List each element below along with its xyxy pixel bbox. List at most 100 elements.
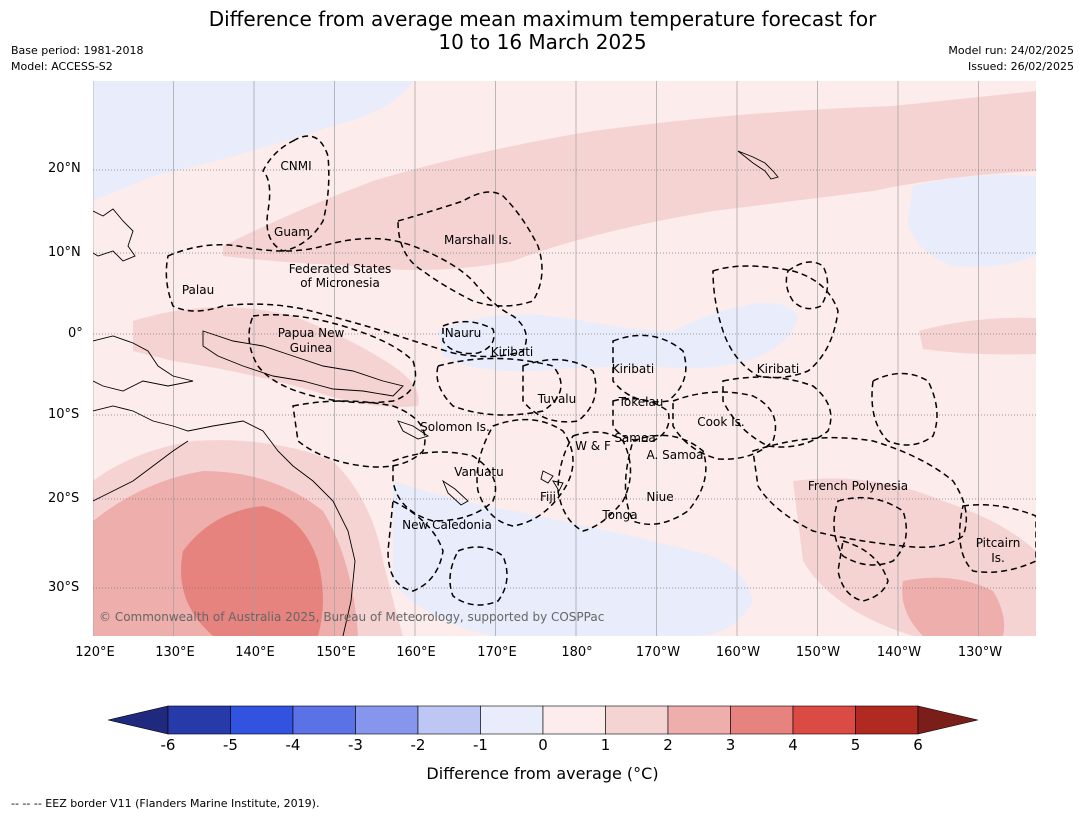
lon-label-160w: 160°W — [715, 645, 761, 660]
warm-band-png — [133, 307, 419, 407]
warm-band-east — [919, 317, 1036, 355]
lon-label-150w: 150°W — [795, 645, 841, 660]
colorbar-box — [542, 705, 606, 735]
title-line-1: Difference from average mean maximum tem… — [208, 7, 877, 31]
model-run: Model run: 24/02/2025 — [948, 44, 1074, 57]
lon-label-140w: 140°W — [876, 645, 922, 660]
colorbar-box — [292, 705, 356, 735]
colorbar-box — [792, 705, 856, 735]
label-pitcairn-line2: Is. — [991, 551, 1005, 565]
lon-label-130e: 130°E — [155, 645, 195, 660]
colorbar-tick-label: -1 — [473, 736, 488, 754]
colorbar-tick-label: -4 — [285, 736, 301, 754]
colorbar-label: Difference from average (°C) — [426, 764, 659, 783]
label-png-line1: Papua New — [278, 326, 345, 340]
label-kiribati-west: Kiribati — [491, 345, 533, 359]
label-nauru: Nauru — [445, 326, 481, 340]
colorbar-boxes — [167, 705, 919, 735]
lon-label-180: 180° — [561, 645, 593, 660]
meta-left: Base period: 1981-2018 Model: ACCESS-S2 — [11, 43, 143, 75]
label-fsm-line2: of Micronesia — [300, 276, 380, 290]
lon-label-170w: 170°W — [635, 645, 681, 660]
colorbar-tick-label: -3 — [348, 736, 363, 754]
colorbar-tick-label: 5 — [850, 736, 861, 754]
label-fiji: Fiji — [540, 490, 556, 504]
issued-date: Issued: 26/02/2025 — [967, 60, 1074, 73]
label-vanuatu: Vanuatu — [454, 465, 504, 479]
lon-label-170e: 170°E — [477, 645, 517, 660]
lon-label-160e: 160°E — [396, 645, 436, 660]
title-line-2: 10 to 16 March 2025 — [438, 30, 647, 54]
colorbar-under-triangle — [108, 705, 169, 735]
label-pitcairn-line1: Pitcairn — [976, 536, 1021, 550]
label-palau: Palau — [182, 283, 214, 297]
colorbar-box — [667, 705, 731, 735]
warm-band-north — [223, 91, 1036, 270]
colorbar — [108, 705, 978, 735]
lon-label-140e: 140°E — [235, 645, 275, 660]
lon-label-150e: 150°E — [316, 645, 356, 660]
longitude-grid — [93, 81, 979, 636]
lat-label-equator: 0° — [68, 326, 83, 341]
label-niue: Niue — [646, 490, 673, 504]
label-kiribati-east: Kiribati — [757, 362, 799, 376]
colorbar-tick-label: 2 — [663, 736, 673, 754]
colorbar-tick-label: 1 — [600, 736, 611, 754]
eez-borders — [165, 135, 1036, 606]
cool-region-south — [393, 481, 753, 636]
model-name: Model: ACCESS-S2 — [11, 60, 113, 73]
colorbar-box — [230, 705, 294, 735]
lon-label-120e: 120°E — [75, 645, 115, 660]
label-french-polynesia: French Polynesia — [808, 479, 908, 493]
label-tonga: Tonga — [601, 508, 637, 522]
label-cnmi: CNMI — [280, 159, 311, 173]
label-cook-islands: Cook Is. — [697, 415, 744, 429]
warm-band-3-4 — [181, 506, 323, 636]
colorbar-tick-label: 3 — [725, 736, 736, 754]
latitude-grid — [93, 169, 1036, 589]
colorbar-box — [855, 705, 919, 735]
copyright-notice: © Commonwealth of Australia 2025, Bureau… — [99, 610, 604, 624]
label-guam: Guam — [274, 225, 310, 239]
label-png-line2: Guinea — [290, 341, 333, 355]
label-marshall-islands: Marshall Is. — [444, 233, 512, 247]
label-kiribati-central: Kiribati — [612, 362, 654, 376]
colorbar-tick-label: 4 — [788, 736, 798, 754]
label-samoa: Samoa — [614, 431, 655, 445]
label-solomon-islands: Solomon Is. — [420, 420, 490, 434]
label-fsm-line1: Federated States — [289, 262, 391, 276]
coastlines — [93, 150, 779, 636]
colorbar-box — [417, 705, 481, 735]
meta-right: Model run: 24/02/2025 Issued: 26/02/2025 — [948, 43, 1074, 75]
colorbar-box — [605, 705, 669, 735]
colorbar-box — [730, 705, 794, 735]
label-new-caledonia: New Caledonia — [402, 518, 492, 532]
eez-footnote: -- -- -- EEZ border V11 (Flanders Marine… — [11, 797, 320, 810]
colorbar-tick-label: -6 — [160, 736, 176, 754]
colorbar-tick-label: -2 — [410, 736, 426, 754]
label-tokelau: Tokelau — [618, 395, 664, 409]
forecast-map: CNMI Guam Marshall Is. Federated States … — [93, 81, 1036, 636]
lat-label-30s: 30°S — [48, 580, 80, 595]
colorbar-over-triangle — [917, 705, 978, 735]
map-svg: CNMI Guam Marshall Is. Federated States … — [93, 81, 1036, 636]
lat-label-20s: 20°S — [48, 491, 80, 506]
base-period: Base period: 1981-2018 — [11, 44, 144, 57]
colorbar-box — [167, 705, 231, 735]
colorbar-tick-label: 0 — [538, 736, 548, 754]
lat-label-10n: 10°N — [48, 245, 81, 260]
colorbar-tick-label: 6 — [913, 736, 923, 754]
lon-label-130w: 130°W — [957, 645, 1003, 660]
cool-region-nw — [93, 81, 413, 201]
colorbar-box — [355, 705, 419, 735]
lat-label-20n: 20°N — [48, 161, 81, 176]
cool-region-equatorial — [438, 302, 798, 372]
colorbar-box — [480, 705, 544, 735]
label-wallis-futuna: W & F — [575, 439, 611, 453]
label-american-samoa: A. Samoa — [647, 448, 704, 462]
cool-region-ne — [908, 174, 1036, 268]
lat-label-10s: 10°S — [48, 407, 80, 422]
map-title: Difference from average mean maximum tem… — [0, 8, 1085, 54]
label-tuvalu: Tuvalu — [537, 392, 577, 406]
colorbar-tick-label: -5 — [223, 736, 238, 754]
